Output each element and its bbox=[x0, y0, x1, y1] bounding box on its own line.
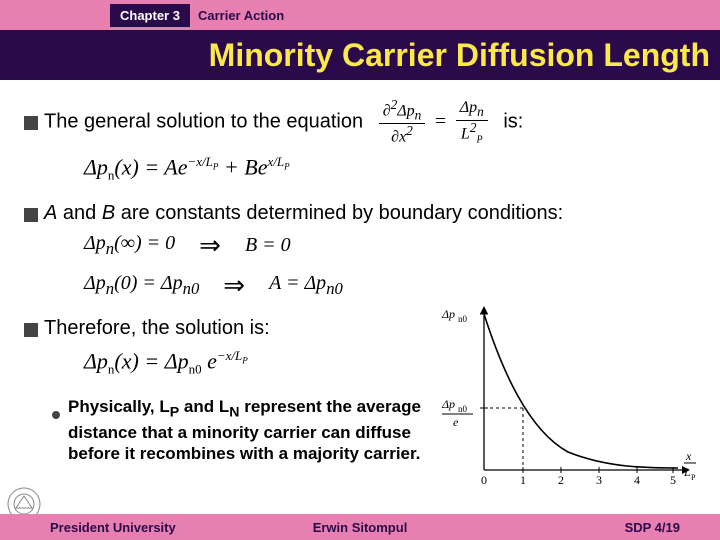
y-label-mid: Δp bbox=[441, 397, 455, 411]
svg-text:1: 1 bbox=[520, 473, 526, 487]
chapter-box: Chapter 3 bbox=[110, 4, 190, 27]
inline-frac-right: Δpn L2P bbox=[456, 99, 488, 145]
condition-1: Δpn(∞) = 0 ⇒ B = 0 bbox=[84, 231, 696, 261]
bullet-dot-icon bbox=[52, 411, 60, 419]
svg-text:5: 5 bbox=[670, 473, 676, 487]
inline-frac-left: ∂2Δpn ∂x2 bbox=[379, 98, 426, 146]
svg-text:4: 4 bbox=[634, 473, 640, 487]
bullet-1-text: The general solution to the equation ∂2Δ… bbox=[44, 98, 523, 146]
y-label-mid-den: e bbox=[453, 415, 459, 429]
eq-sign: = bbox=[435, 110, 446, 132]
footer-right: SDP 4/19 bbox=[625, 520, 680, 535]
footer-left: President University bbox=[50, 520, 176, 535]
y-label-top-sub: n0 bbox=[458, 314, 468, 324]
bullet-square-icon bbox=[24, 208, 38, 222]
bullet-1: The general solution to the equation ∂2Δ… bbox=[24, 98, 696, 146]
y-label-mid-sub: n0 bbox=[458, 404, 468, 414]
sub-bullet-text: Physically, LP and LN represent the aver… bbox=[68, 396, 428, 465]
x-axis-label-bot: L bbox=[683, 465, 691, 479]
conditions-block: Δpn(∞) = 0 ⇒ B = 0 Δpn(0) = Δpn0 ⇒ A = Δ… bbox=[84, 231, 696, 301]
title-band: Minority Carrier Diffusion Length bbox=[0, 30, 720, 80]
svg-text:2: 2 bbox=[558, 473, 564, 487]
header-band: Chapter 3 Carrier Action bbox=[0, 0, 720, 30]
implies-arrow-icon: ⇒ bbox=[223, 271, 245, 301]
footer-center: Erwin Sitompul bbox=[313, 520, 408, 535]
bullet-2-text: A and B are constants determined by boun… bbox=[44, 202, 563, 225]
equation-1: Δpn(x) = Ae−x/LP + Bex/LP bbox=[84, 154, 696, 184]
x-axis-label-bot-sub: P bbox=[691, 473, 696, 482]
footer-band: President University Erwin Sitompul SDP … bbox=[0, 514, 720, 540]
bullet-2: A and B are constants determined by boun… bbox=[24, 202, 696, 225]
bullet-1-pre: The general solution to the equation bbox=[44, 110, 363, 132]
bullet-3-text: Therefore, the solution is: bbox=[44, 317, 270, 340]
x-axis-label-top: x bbox=[685, 449, 692, 463]
bullet-1-post: is: bbox=[503, 110, 523, 132]
svg-text:0: 0 bbox=[481, 473, 487, 487]
bullet-square-icon bbox=[24, 116, 38, 130]
y-axis-arrow-icon bbox=[480, 306, 488, 314]
implies-arrow-icon: ⇒ bbox=[199, 231, 221, 261]
y-label-top: Δp bbox=[441, 307, 455, 321]
condition-2: Δpn(0) = Δpn0 ⇒ A = Δpn0 bbox=[84, 271, 696, 301]
decay-curve bbox=[484, 314, 678, 468]
graph-svg: Δp n0 Δp n0 e 0 1 2 3 4 5 x L P bbox=[438, 300, 698, 490]
svg-text:3: 3 bbox=[596, 473, 602, 487]
chapter-subtitle: Carrier Action bbox=[198, 8, 284, 23]
decay-graph: Δp n0 Δp n0 e 0 1 2 3 4 5 x L P bbox=[438, 300, 698, 490]
slide-title: Minority Carrier Diffusion Length bbox=[209, 37, 710, 74]
bullet-square-icon bbox=[24, 323, 38, 337]
